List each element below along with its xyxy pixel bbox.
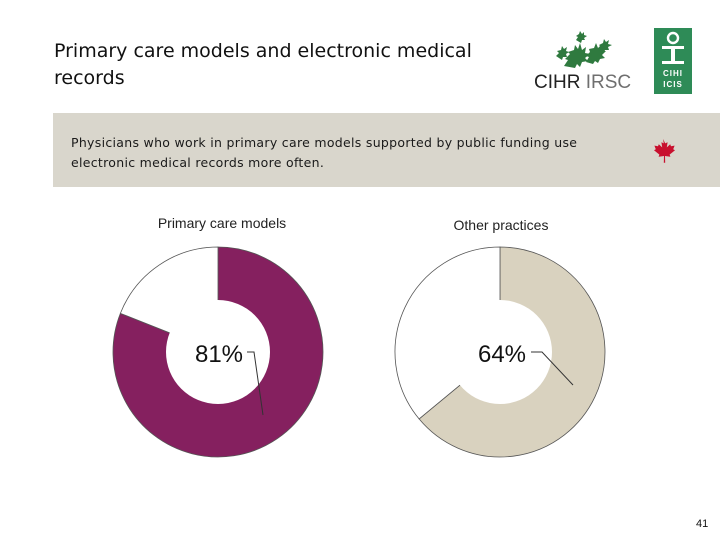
cihr-logo-text: CIHR IRSC	[534, 72, 631, 94]
donut-slice-remainder-1	[394, 246, 501, 420]
maple-leaf-icon	[654, 139, 675, 163]
cihr-logo-en: CIHR	[534, 72, 581, 93]
leader-line-other	[531, 351, 574, 386]
subtitle-text: Physicians who work in primary care mode…	[71, 135, 578, 170]
data-label-primary: 81%	[195, 341, 243, 368]
chart-other-practices: Other practices 64%	[394, 217, 606, 458]
donut-hole-primary	[166, 300, 270, 404]
slide-title: Primary care models and electronic medic…	[54, 40, 472, 89]
data-label-other: 64%	[478, 341, 526, 368]
subtitle-band: Physicians who work in primary care mode…	[53, 113, 720, 187]
svg-text:ICIS: ICIS	[663, 80, 683, 89]
chart-primary-care: Primary care models 81%	[112, 215, 324, 458]
chart-title-other: Other practices	[454, 217, 549, 233]
donut-hole-other	[448, 300, 552, 404]
cihi-logo-text: CIHI	[663, 69, 683, 78]
page-number: 41	[696, 518, 709, 530]
cihr-maple-leaf-logo	[556, 31, 612, 68]
cihi-logo: CIHI ICIS	[654, 28, 692, 94]
leader-line-primary	[247, 351, 264, 416]
cihr-logo-fr: IRSC	[585, 72, 632, 93]
chart-title-primary: Primary care models	[158, 215, 286, 231]
